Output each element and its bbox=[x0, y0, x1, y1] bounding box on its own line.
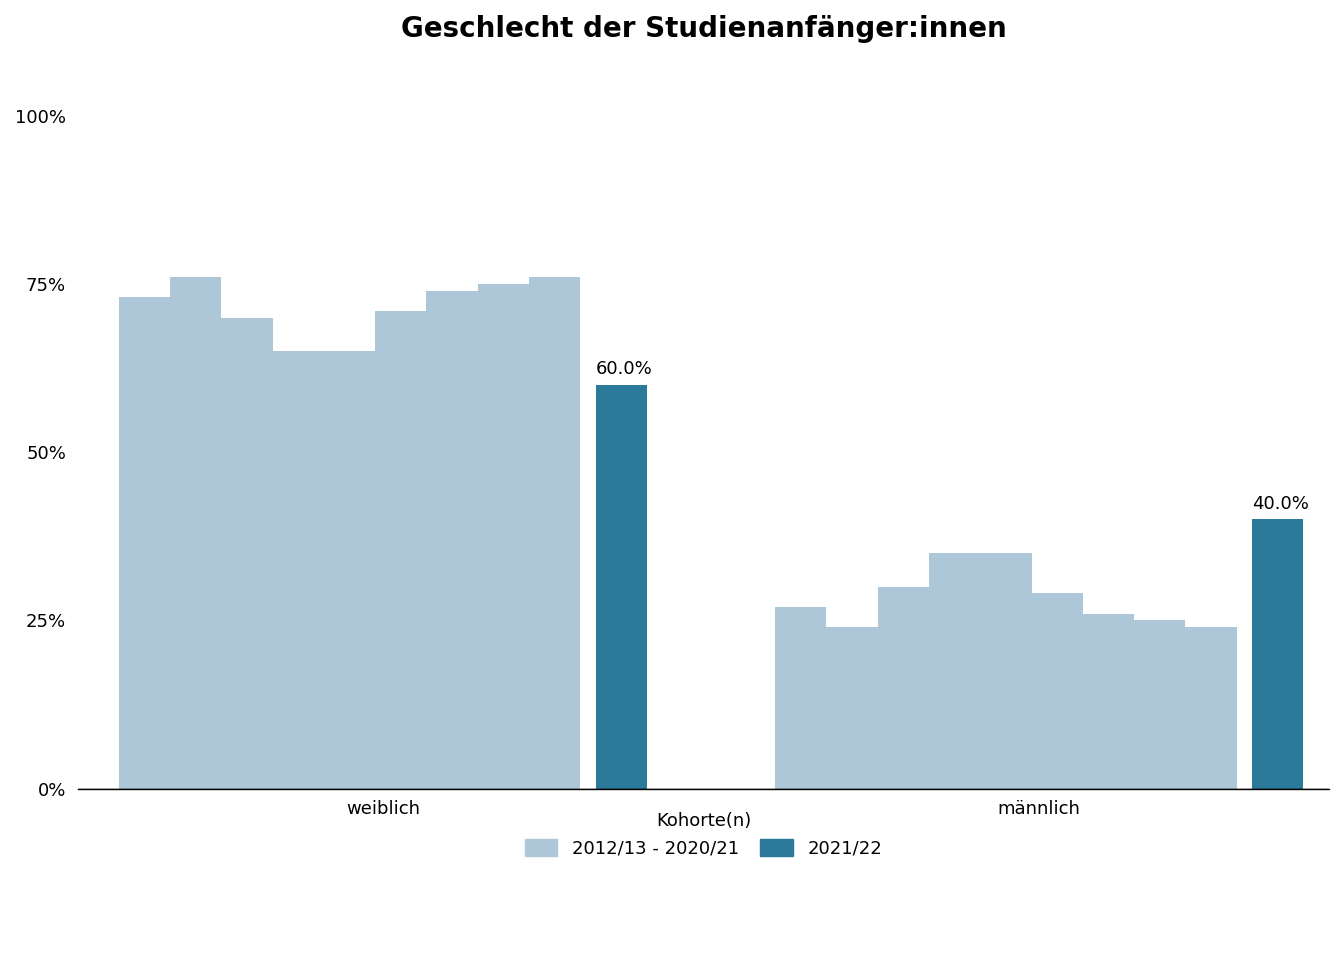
Bar bbox=[1083, 613, 1134, 788]
Bar bbox=[426, 291, 477, 788]
Bar bbox=[595, 385, 646, 788]
Bar bbox=[827, 627, 878, 788]
Bar bbox=[1032, 593, 1083, 788]
Bar bbox=[171, 277, 222, 788]
Bar bbox=[980, 553, 1032, 788]
Bar bbox=[118, 298, 171, 788]
Bar bbox=[273, 351, 324, 788]
Bar bbox=[1253, 519, 1304, 788]
Bar bbox=[324, 351, 375, 788]
Title: Geschlecht der Studienanfänger:innen: Geschlecht der Studienanfänger:innen bbox=[401, 15, 1007, 43]
Bar bbox=[477, 284, 530, 788]
Bar bbox=[1185, 627, 1236, 788]
Bar bbox=[530, 277, 581, 788]
Text: 40.0%: 40.0% bbox=[1253, 494, 1309, 513]
Bar bbox=[375, 311, 426, 788]
Bar bbox=[878, 587, 929, 788]
Bar bbox=[929, 553, 980, 788]
Legend: 2012/13 - 2020/21, 2021/22: 2012/13 - 2020/21, 2021/22 bbox=[516, 804, 891, 867]
Text: 60.0%: 60.0% bbox=[595, 360, 652, 378]
Bar bbox=[222, 318, 273, 788]
Bar bbox=[775, 607, 827, 788]
Bar bbox=[1134, 620, 1185, 788]
